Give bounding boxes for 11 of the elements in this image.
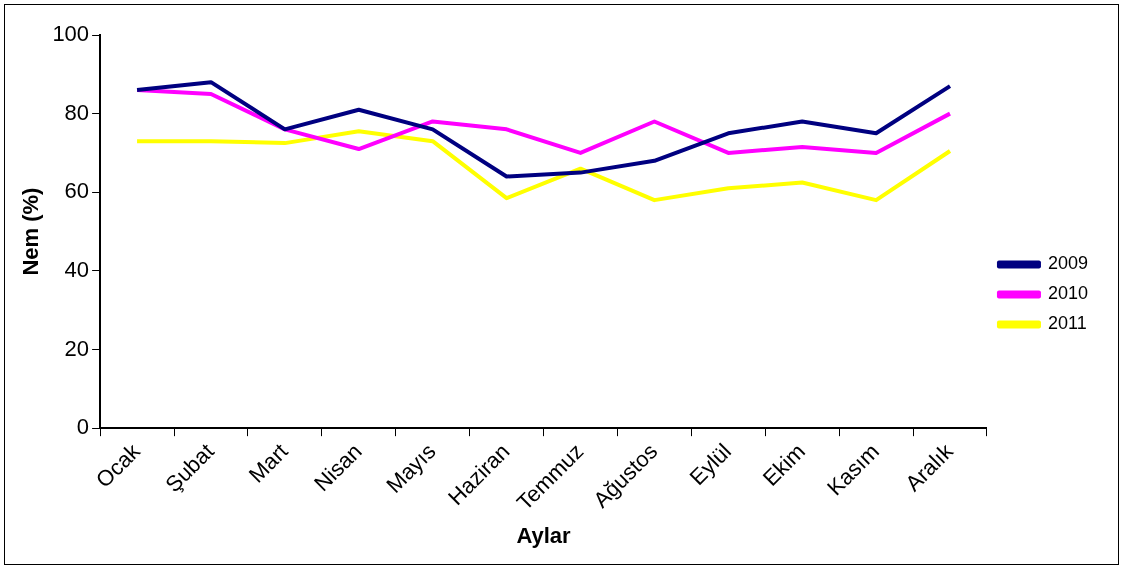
legend-label: 2010 — [1047, 283, 1088, 304]
y-axis-title: Nem (%) — [18, 187, 44, 276]
y-tick-label: 40 — [64, 256, 90, 282]
x-axis-title: Aylar — [516, 522, 572, 548]
legend-label: 2011 — [1047, 313, 1087, 334]
y-tick-label: 20 — [64, 335, 90, 361]
y-tick-label: 0 — [76, 414, 90, 440]
y-tick-label: 80 — [64, 99, 90, 125]
y-tick-label: 60 — [64, 178, 90, 204]
legend-label: 2009 — [1047, 253, 1088, 274]
y-tick-label: 100 — [52, 21, 90, 47]
